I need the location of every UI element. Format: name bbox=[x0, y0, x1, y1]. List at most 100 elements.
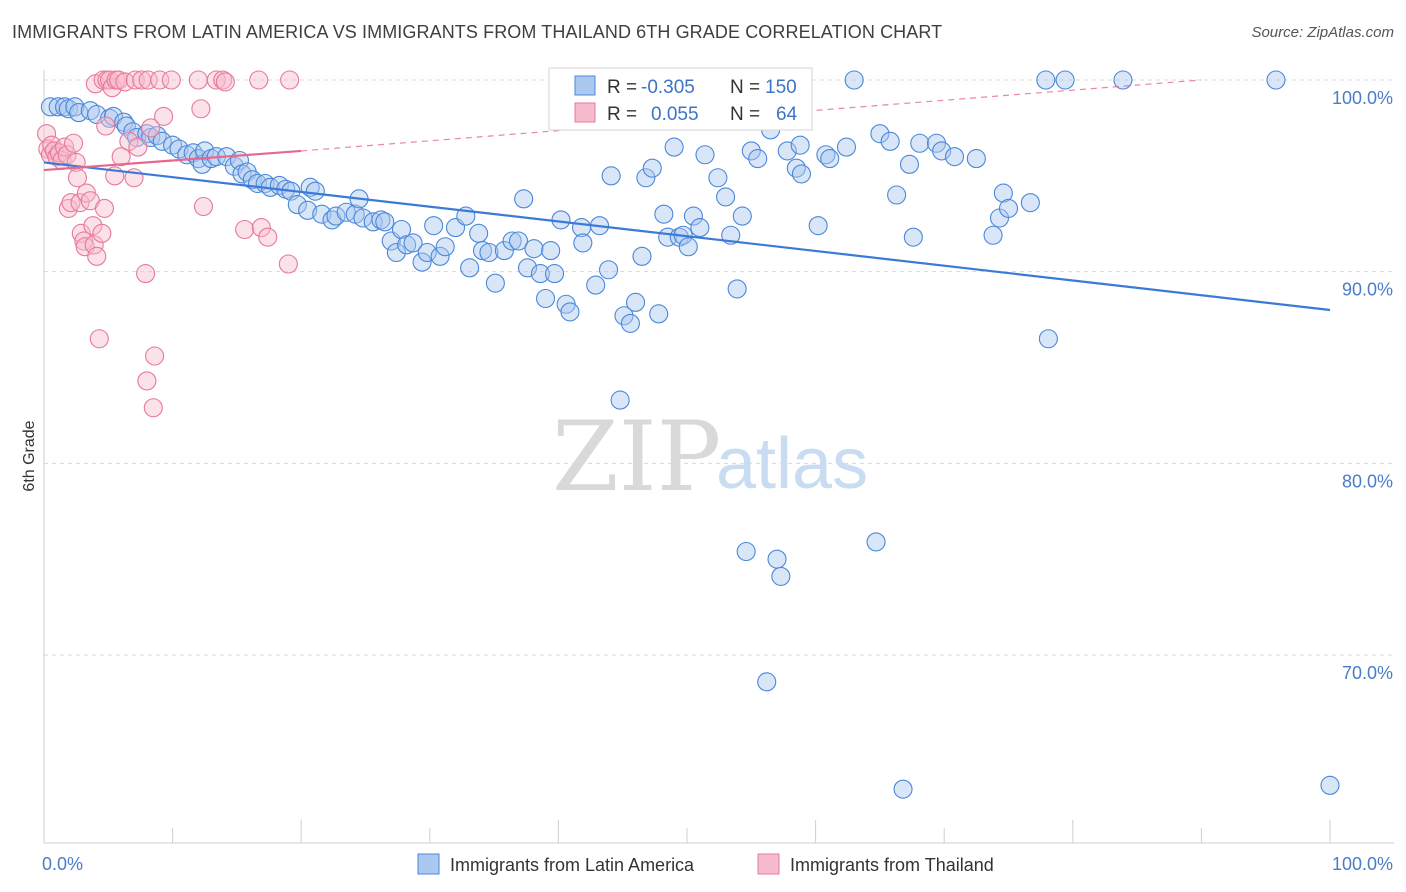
point-latin-america-125 bbox=[820, 149, 840, 169]
point-latin-america-132 bbox=[893, 779, 913, 799]
x-tick-label-1: 100.0% bbox=[1332, 854, 1393, 874]
point-latin-america-120 bbox=[786, 158, 806, 178]
point-latin-america-126 bbox=[844, 70, 864, 90]
point-latin-america-55 bbox=[391, 219, 412, 240]
point-thailand-60 bbox=[251, 218, 271, 238]
y-tick-label-2: 90.0% bbox=[1342, 280, 1393, 300]
point-latin-america-96 bbox=[649, 304, 669, 324]
point-thailand-38 bbox=[119, 131, 139, 151]
point-latin-america-4 bbox=[65, 97, 85, 117]
x-tick-label-0: 0.0% bbox=[42, 854, 83, 874]
stats-n-label-blue: N = bbox=[730, 77, 760, 98]
point-latin-america-19 bbox=[169, 139, 189, 159]
point-latin-america-150 bbox=[1320, 775, 1340, 795]
y-tick-label-0: 70.0% bbox=[1342, 663, 1393, 683]
point-thailand-61 bbox=[258, 227, 278, 247]
y-tick-label-1: 80.0% bbox=[1342, 471, 1393, 491]
point-thailand-63 bbox=[280, 70, 300, 90]
point-latin-america-88 bbox=[601, 166, 621, 186]
point-latin-america-123 bbox=[808, 216, 828, 236]
point-latin-america-61 bbox=[430, 246, 450, 266]
point-latin-america-54 bbox=[386, 242, 406, 263]
point-latin-america-28 bbox=[224, 156, 244, 176]
point-latin-america-145 bbox=[1036, 70, 1056, 90]
point-thailand-50 bbox=[154, 106, 174, 126]
point-latin-america-134 bbox=[903, 227, 923, 247]
stats-r-label-blue: R = bbox=[607, 77, 637, 98]
point-latin-america-99 bbox=[664, 137, 684, 157]
point-latin-america-60 bbox=[424, 216, 444, 236]
chart-source: Source: ZipAtlas.com bbox=[1251, 24, 1394, 41]
point-latin-america-115 bbox=[757, 672, 777, 692]
point-latin-america-127 bbox=[836, 137, 857, 157]
point-latin-america-110 bbox=[727, 279, 747, 299]
legend-label-pink: Immigrants from Thailand bbox=[790, 855, 994, 875]
point-latin-america-67 bbox=[472, 241, 493, 261]
point-latin-america-69 bbox=[485, 273, 505, 293]
point-latin-america-130 bbox=[880, 131, 900, 151]
point-thailand-29 bbox=[96, 116, 116, 136]
point-latin-america-97 bbox=[654, 204, 674, 224]
stats-n-label-pink: N = bbox=[730, 104, 760, 125]
point-latin-america-139 bbox=[966, 149, 986, 169]
point-latin-america-138 bbox=[944, 147, 965, 167]
point-latin-america-39 bbox=[287, 195, 307, 215]
point-thailand-14 bbox=[67, 168, 87, 188]
point-thailand-53 bbox=[191, 99, 211, 119]
point-latin-america-73 bbox=[514, 189, 534, 209]
point-latin-america-149 bbox=[1266, 70, 1286, 90]
point-latin-america-70 bbox=[494, 241, 514, 261]
point-latin-america-91 bbox=[620, 313, 640, 333]
point-thailand-24 bbox=[87, 246, 107, 266]
point-thailand-0 bbox=[37, 124, 57, 144]
point-thailand-36 bbox=[111, 147, 131, 167]
stats-r-value-pink: 0.055 bbox=[651, 104, 699, 125]
point-latin-america-68 bbox=[479, 242, 499, 263]
stats-box: R = -0.305 N = 150 R = 0.055 N = 64 bbox=[548, 67, 813, 131]
point-latin-america-108 bbox=[716, 187, 736, 207]
point-latin-america-137 bbox=[932, 141, 952, 161]
point-latin-america-128 bbox=[866, 532, 886, 552]
point-latin-america-17 bbox=[152, 131, 172, 151]
point-latin-america-113 bbox=[741, 141, 761, 161]
point-latin-america-75 bbox=[524, 239, 544, 259]
point-latin-america-111 bbox=[732, 206, 752, 226]
point-latin-america-94 bbox=[636, 168, 656, 188]
point-latin-america-79 bbox=[544, 264, 565, 284]
point-thailand-41 bbox=[128, 137, 148, 157]
point-latin-america-142 bbox=[993, 183, 1013, 203]
trend-line-latin-america bbox=[43, 161, 1331, 312]
point-latin-america-74 bbox=[517, 258, 538, 278]
point-latin-america-43 bbox=[312, 204, 332, 224]
point-latin-america-140 bbox=[983, 225, 1003, 245]
tick-labels: 70.0% 80.0% 90.0% 100.0% 0.0% 100.0% bbox=[42, 88, 1393, 874]
point-latin-america-124 bbox=[816, 145, 836, 165]
watermark-atlas: atlas bbox=[716, 424, 868, 504]
point-latin-america-92 bbox=[626, 292, 646, 312]
point-latin-america-105 bbox=[695, 145, 715, 165]
point-thailand-59 bbox=[249, 70, 269, 90]
point-latin-america-131 bbox=[887, 185, 907, 205]
point-thailand-17 bbox=[74, 231, 94, 251]
point-thailand-47 bbox=[143, 398, 163, 418]
point-latin-america-3 bbox=[58, 99, 78, 119]
point-thailand-6 bbox=[49, 143, 69, 163]
point-latin-america-72 bbox=[508, 231, 529, 251]
point-thailand-26 bbox=[92, 223, 112, 243]
point-latin-america-93 bbox=[632, 246, 652, 266]
point-latin-america-71 bbox=[502, 231, 522, 251]
point-thailand-54 bbox=[193, 196, 214, 217]
legend: Immigrants from Latin America Immigrants… bbox=[417, 853, 994, 875]
data-points bbox=[37, 70, 1340, 799]
point-latin-america-76 bbox=[530, 264, 550, 284]
point-latin-america-85 bbox=[586, 275, 606, 295]
point-latin-america-16 bbox=[147, 126, 167, 146]
point-latin-america-133 bbox=[899, 154, 920, 174]
point-latin-america-129 bbox=[870, 124, 890, 144]
point-latin-america-103 bbox=[683, 206, 703, 226]
stats-swatch-blue bbox=[574, 75, 596, 96]
point-thailand-25 bbox=[89, 329, 109, 349]
point-latin-america-40 bbox=[298, 200, 318, 220]
point-thailand-49 bbox=[150, 70, 170, 90]
